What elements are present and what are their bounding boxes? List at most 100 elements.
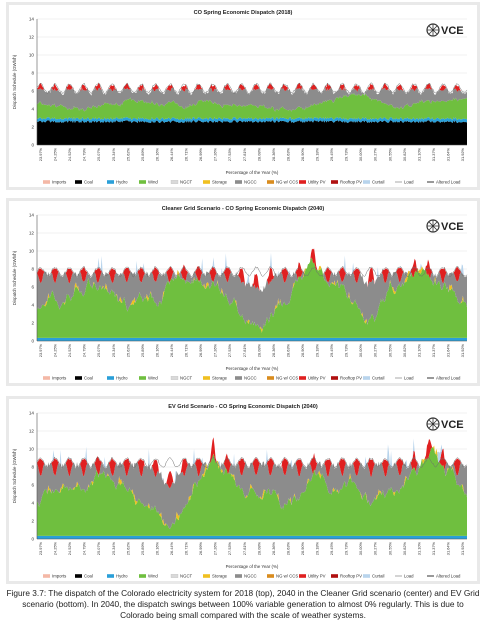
- x-tick-label: 29.18%: [315, 343, 320, 357]
- y-tick-label: 12: [29, 231, 35, 236]
- legend-label: Wind: [148, 376, 158, 381]
- x-tick-label: 30.27%: [373, 541, 378, 555]
- x-tick-label: 26.71%: [184, 147, 189, 161]
- legend-label: NGCC: [244, 574, 257, 579]
- y-tick-label: 12: [29, 35, 35, 40]
- y-tick-label: 6: [31, 285, 34, 290]
- legend-swatch: [331, 574, 338, 578]
- legend-label: Curtail: [372, 574, 384, 579]
- legend-swatch: [170, 574, 179, 578]
- legend-label: NGCT: [180, 376, 193, 381]
- x-tick-label: 25.89%: [140, 343, 145, 357]
- legend-swatch: [299, 376, 306, 380]
- x-tick-label: 31.37%: [431, 343, 436, 357]
- legend-label: Imports: [52, 574, 66, 579]
- legend-swatch: [43, 376, 50, 380]
- legend-label: NGCC: [244, 180, 257, 185]
- x-tick-label: 24.25%: [53, 343, 58, 357]
- x-tick-label: 26.71%: [184, 343, 189, 357]
- legend-swatch: [170, 376, 179, 380]
- x-tick-label: 30.82%: [402, 343, 407, 357]
- legend-swatch: [267, 180, 274, 184]
- x-tick-label: 29.45%: [329, 147, 334, 161]
- x-tick-label: 31.64%: [445, 147, 450, 161]
- y-tick-label: 0: [31, 143, 34, 148]
- x-tick-label: 27.81%: [242, 541, 247, 555]
- x-tick-label: 30.27%: [373, 343, 378, 357]
- y-tick-label: 4: [31, 107, 34, 112]
- x-tick-label: 29.18%: [315, 147, 320, 161]
- x-tick-label: 27.81%: [242, 147, 247, 161]
- legend-label: NGCT: [180, 574, 193, 579]
- legend-label: Coal: [84, 180, 93, 185]
- x-tick-label: 29.45%: [329, 343, 334, 357]
- x-tick-label: 25.89%: [140, 147, 145, 161]
- x-tick-label: 26.99%: [198, 343, 203, 357]
- legend-label: Storage: [212, 376, 228, 381]
- series-load-line: [36, 82, 468, 95]
- y-tick-label: 2: [31, 125, 34, 130]
- x-tick-label: 24.52%: [67, 343, 72, 357]
- x-tick-label: 23.97%: [38, 147, 43, 161]
- legend-label: Hydro: [116, 574, 128, 579]
- x-tick-label: 28.08%: [256, 343, 261, 357]
- x-tick-label: 28.63%: [285, 541, 290, 555]
- x-tick-label: 30.00%: [358, 343, 363, 357]
- chart-panel-ev-grid: EV Grid Scenario - CO Spring Economic Di…: [6, 396, 480, 584]
- x-tick-label: 24.79%: [82, 147, 87, 161]
- x-tick-label: 24.52%: [67, 147, 72, 161]
- x-tick-label: 25.62%: [125, 343, 130, 357]
- legend-label: NG w/ CCS: [276, 180, 298, 185]
- legend-swatch: [235, 376, 242, 380]
- x-tick-label: 28.90%: [300, 147, 305, 161]
- x-tick-label: 31.10%: [416, 147, 421, 161]
- legend-label: Altered Load: [436, 180, 461, 185]
- x-tick-label: 30.27%: [373, 147, 378, 161]
- x-tick-label: 26.16%: [154, 541, 159, 555]
- series-storage: [37, 445, 467, 529]
- x-tick-label: 29.73%: [344, 147, 349, 161]
- legend-swatch: [43, 180, 50, 184]
- legend-label: NGCC: [244, 376, 257, 381]
- legend-label: NG w/ CCS: [276, 574, 298, 579]
- chart-title: EV Grid Scenario - CO Spring Economic Di…: [168, 404, 318, 410]
- x-tick-label: 31.10%: [416, 541, 421, 555]
- y-axis-label: Dispatch Schedule (GWh/h): [12, 250, 17, 305]
- legend-label: Coal: [84, 376, 93, 381]
- legend-swatch: [299, 574, 306, 578]
- x-tick-label: 28.63%: [285, 343, 290, 357]
- legend-swatch: [107, 180, 114, 184]
- legend-label: Altered Load: [436, 574, 461, 579]
- y-tick-label: 8: [31, 465, 34, 470]
- series-load-line: [36, 456, 468, 469]
- y-axis-label: Dispatch Schedule (GWh/h): [12, 448, 17, 503]
- x-tick-label: 23.97%: [38, 343, 43, 357]
- x-tick-label: 26.16%: [154, 343, 159, 357]
- x-tick-label: 31.37%: [431, 147, 436, 161]
- legend-swatch: [75, 180, 82, 184]
- y-tick-label: 4: [31, 501, 34, 506]
- legend-label: NG w/ CCS: [276, 376, 298, 381]
- x-tick-label: 24.79%: [82, 541, 87, 555]
- x-tick-label: 28.08%: [256, 541, 261, 555]
- x-tick-label: 24.25%: [53, 541, 58, 555]
- x-tick-label: 28.36%: [271, 147, 276, 161]
- x-tick-label: 25.62%: [125, 147, 130, 161]
- series-wind: [37, 92, 467, 120]
- series-hydro: [37, 117, 467, 123]
- series-coal: [37, 120, 467, 145]
- legend-swatch: [299, 180, 306, 184]
- series-hydro: [37, 535, 467, 539]
- legend-swatch: [235, 574, 242, 578]
- series-wind: [37, 257, 467, 338]
- x-axis-label: Percentage of the Year (%): [226, 366, 279, 371]
- legend-label: Curtail: [372, 376, 384, 381]
- x-tick-label: 26.44%: [169, 343, 174, 357]
- legend-label: Utility PV: [308, 180, 326, 185]
- x-tick-label: 30.55%: [387, 147, 392, 161]
- x-tick-label: 27.53%: [227, 343, 232, 357]
- legend-swatch: [267, 574, 274, 578]
- x-tick-label: 24.79%: [82, 343, 87, 357]
- legend-swatch: [235, 180, 242, 184]
- legend-label: Storage: [212, 180, 228, 185]
